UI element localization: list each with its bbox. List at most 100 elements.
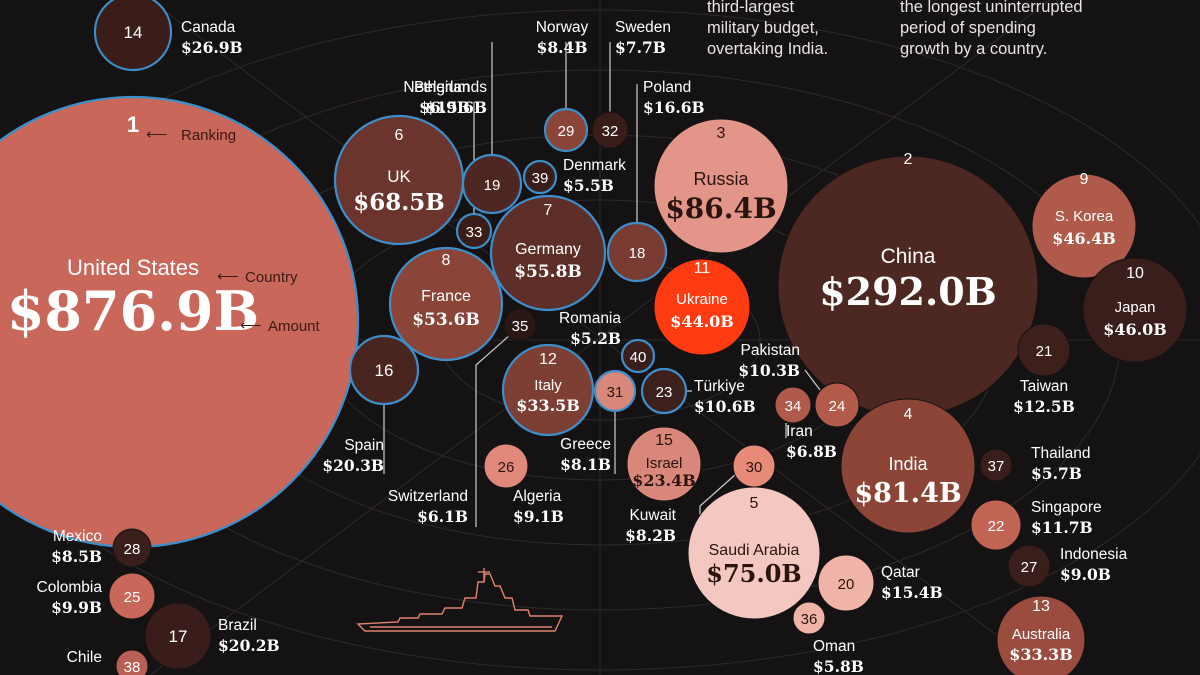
bubble-rank: 40 xyxy=(630,349,647,366)
bubble-rank: 34 xyxy=(785,398,802,415)
label-chile: Chile xyxy=(67,649,102,666)
bubble-rank: 24 xyxy=(829,398,846,415)
bubble-country: Japan xyxy=(1115,299,1156,316)
bubble-qatar: 20 xyxy=(817,554,875,612)
bubble-circle xyxy=(640,367,688,415)
label-country: Belgium xyxy=(414,79,470,96)
bubble-greece: 31 xyxy=(593,369,637,413)
bubble-rank: 22 xyxy=(988,518,1005,535)
bubble-rank: 13 xyxy=(1032,598,1050,615)
bubble-japan: 10 Japan $46.0B xyxy=(1082,257,1188,363)
bubble-russia: 3 Russia $86.4B xyxy=(653,118,789,254)
bubble-amount: $33.5B xyxy=(516,396,580,415)
bubble-rank: 14 xyxy=(124,23,143,42)
label-switzerland: Switzerland $6.1B xyxy=(388,488,468,526)
label-amount: $20.3B xyxy=(322,456,384,475)
bubble-italy: 12 Italy $33.5B xyxy=(501,343,595,437)
label-norway: Norway $8.4B xyxy=(536,19,589,57)
bubble-country: India xyxy=(888,454,928,474)
label-netherlands: Netherlands $15.6B xyxy=(403,79,487,117)
bubble-rank: 6 xyxy=(395,127,404,144)
label-amount: $7.7B xyxy=(615,38,666,57)
bubble-amount: $33.3B xyxy=(1009,645,1073,664)
label-country: Iran xyxy=(786,423,813,440)
label-amount: $15.6B xyxy=(425,98,487,117)
label-algeria: Algeria $9.1B xyxy=(513,488,564,526)
label-sweden: Sweden $7.7B xyxy=(615,19,671,57)
label-belgium: Belgium $6.9B xyxy=(414,79,470,117)
bubble-rank: 39 xyxy=(532,170,549,187)
bubble-circle xyxy=(593,369,637,413)
bubble-circle xyxy=(606,221,668,283)
bubble-amount: $53.6B xyxy=(412,310,480,330)
bubble-circle xyxy=(489,194,607,312)
bubble-circle xyxy=(144,602,212,670)
bubble-rank: 27 xyxy=(1021,559,1038,576)
bubble-kuwait: 30 xyxy=(732,444,776,488)
bubble-poland: 18 xyxy=(606,221,668,283)
bubble-circle xyxy=(970,499,1022,551)
label-amount: $8.2B xyxy=(625,526,676,545)
bubble-rank: 7 xyxy=(544,202,553,219)
label-country: Taiwan xyxy=(1020,378,1068,395)
bubble-circle xyxy=(543,107,589,153)
label-pakistan: Pakistan $10.3B xyxy=(738,342,800,380)
bubble-chile: 38 xyxy=(115,649,149,675)
legend-key-country: Country xyxy=(245,269,298,286)
bubble-circle xyxy=(1031,173,1137,279)
bubble-circle xyxy=(115,649,149,675)
label-amount: $5.5B xyxy=(563,176,614,195)
bubble-country: Israel xyxy=(646,455,683,472)
note-top-center-line-2: military budget, xyxy=(707,19,819,37)
label-country: Sweden xyxy=(615,19,671,36)
bubble-rank: 10 xyxy=(1126,265,1144,282)
bubble-circle xyxy=(503,308,537,342)
connector-line xyxy=(804,369,821,391)
legend-keys: ⟵ Ranking ⟵ Country ⟵ Amount xyxy=(146,126,321,335)
bubble-iran: 34 xyxy=(774,386,812,424)
bubble-pakistan: 24 xyxy=(814,382,860,428)
bubble-amount: $292.0B xyxy=(819,269,997,314)
bubble-mexico: 28 xyxy=(112,528,152,568)
bubble-circle xyxy=(112,528,152,568)
bubble-rank: 31 xyxy=(607,384,624,401)
bubble-circle xyxy=(792,601,826,635)
bubble-thailand: 37 xyxy=(979,448,1013,482)
bubble-rank: 36 xyxy=(801,611,818,628)
label-amount: $8.5B xyxy=(51,547,102,566)
bubble-rank: 19 xyxy=(484,177,501,194)
legend-key-ranking: Ranking xyxy=(181,127,236,144)
bubble-amount: $46.0B xyxy=(1103,320,1167,339)
bubble-country: Germany xyxy=(515,241,581,258)
bubble-amount: $81.4B xyxy=(854,478,961,509)
bubble-country: Australia xyxy=(1012,626,1071,643)
bubble-romania: 40 xyxy=(620,338,656,374)
bubble-rank: 35 xyxy=(512,318,529,335)
bubble-norway: 29 xyxy=(543,107,589,153)
bubble-rank: 12 xyxy=(539,351,557,368)
bubble-rank: 5 xyxy=(750,495,759,512)
bubble-country: Italy xyxy=(534,377,562,394)
label-brazil: Brazil $20.2B xyxy=(218,617,280,655)
label-country: Canada xyxy=(181,19,236,36)
bubble-indonesia: 27 xyxy=(1007,544,1051,588)
bubble-circle xyxy=(817,554,875,612)
bubble-rank: 23 xyxy=(656,384,673,401)
label-country: Brazil xyxy=(218,617,257,634)
bubble-circle xyxy=(620,338,656,374)
bubble-amount: $44.0B xyxy=(670,312,734,331)
bubble-rank: 28 xyxy=(124,541,141,558)
bubble-amount: $55.8B xyxy=(514,262,582,282)
label-country: Indonesia xyxy=(1060,546,1128,563)
bubble-rank: 4 xyxy=(904,406,913,423)
bubble-canada: 14 xyxy=(93,0,173,72)
bubble-country: UK xyxy=(387,167,411,186)
label-country: Colombia xyxy=(37,579,103,596)
bubble-amount: $46.4B xyxy=(1052,229,1116,248)
label-country: Poland xyxy=(643,79,691,96)
bubble-rank: 8 xyxy=(442,252,451,269)
label-amount: $26.9B xyxy=(181,38,243,57)
bubble-country: United States xyxy=(67,255,199,280)
label-t-rkiye: Türkiye $10.6B xyxy=(694,378,756,416)
